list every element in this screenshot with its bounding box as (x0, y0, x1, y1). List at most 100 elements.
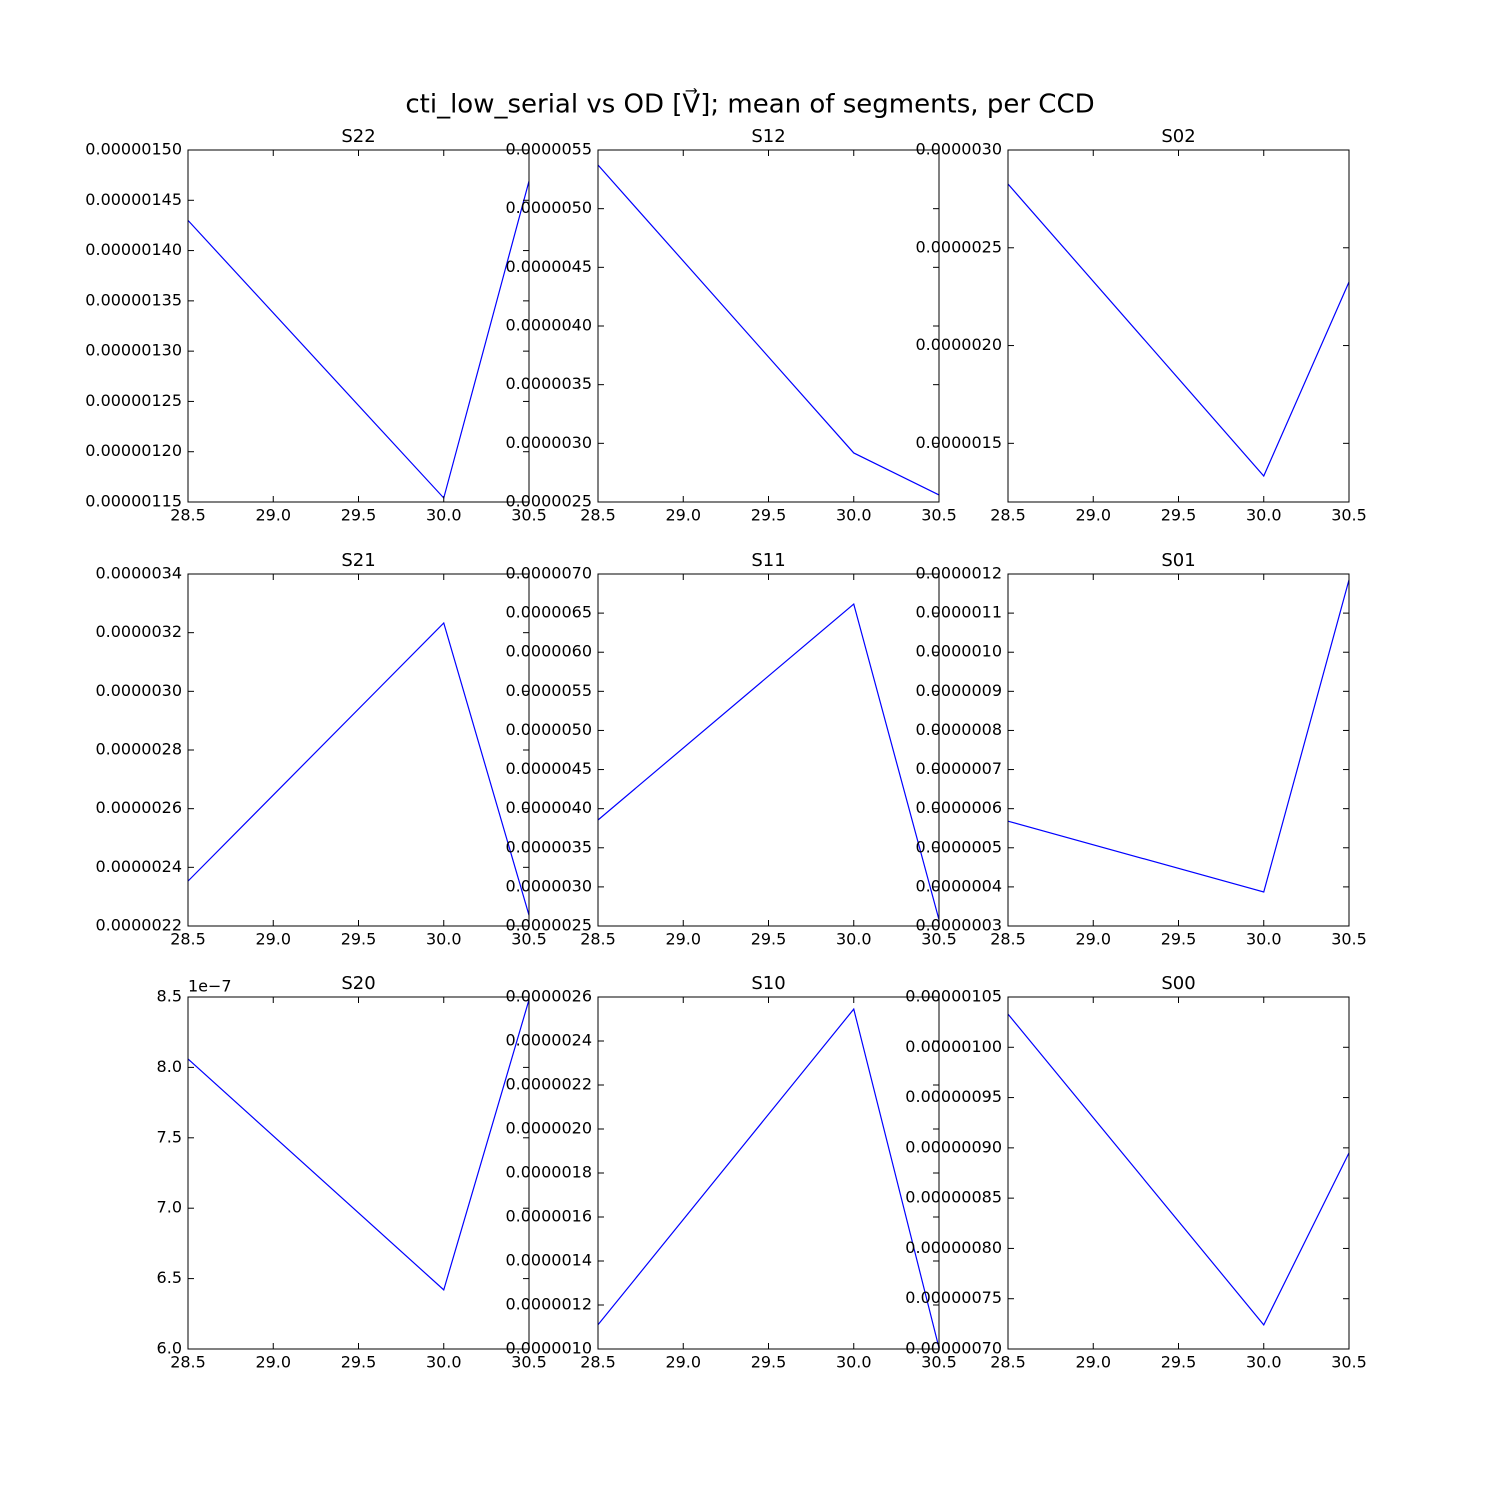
x-tick-label: 29.5 (751, 930, 787, 949)
y-tick-label: 0.0000024 (505, 1031, 592, 1050)
data-line (597, 1007, 940, 1349)
x-tick-label: 29.0 (1075, 930, 1111, 949)
subplot-title: S01 (1161, 550, 1195, 571)
y-tick-label: 0.0000020 (915, 335, 1002, 354)
data-line (187, 999, 530, 1291)
subplot-title: S02 (1161, 126, 1195, 147)
y-tick-label: 0.0000030 (505, 876, 592, 895)
y-tick-label: 0.00000130 (85, 341, 182, 360)
y-tick-label: 0.0000045 (505, 759, 592, 778)
x-tick-label: 29.5 (1161, 506, 1197, 525)
figure-title: cti_low_serial vs OD [V⃗]; mean of segme… (405, 88, 1094, 120)
y-tick-label: 0.0000010 (505, 1339, 592, 1358)
y-tick-label: 0.0000065 (505, 603, 592, 622)
data-line (187, 621, 530, 916)
y-tick-label: 0.00000115 (85, 492, 182, 511)
x-tick-label: 28.5 (990, 506, 1026, 525)
y-tick-label: 0.0000016 (505, 1207, 592, 1226)
subplot-title: S00 (1161, 973, 1195, 994)
y-tick-label: 0.0000012 (505, 1295, 592, 1314)
x-tick-label: 30.0 (836, 1353, 872, 1372)
subplot-title: S21 (341, 550, 375, 571)
x-tick-label: 28.5 (170, 930, 206, 949)
y-tick-label: 0.0000030 (95, 681, 182, 700)
x-tick-label: 30.5 (511, 506, 547, 525)
data-line (1007, 579, 1350, 893)
y-tick-label: 0.0000022 (95, 916, 182, 935)
x-tick-label: 29.0 (255, 930, 291, 949)
y-tick-label: 7.0 (157, 1198, 182, 1217)
data-line (597, 602, 940, 920)
y-tick-label: 0.00000085 (905, 1188, 1002, 1207)
x-tick-label: 30.0 (426, 930, 462, 949)
x-tick-label: 29.0 (665, 930, 701, 949)
y-tick-label: 0.00000150 (85, 140, 182, 159)
y-tick-label: 0.0000006 (915, 798, 1002, 817)
y-tick-label: 8.0 (157, 1057, 182, 1076)
y-tick-label: 0.0000010 (915, 642, 1002, 661)
plot-area (598, 997, 939, 1349)
x-tick-label: 28.5 (990, 930, 1026, 949)
x-tick-label: 28.5 (170, 1353, 206, 1372)
y-tick-label: 0.0000060 (505, 642, 592, 661)
plot-area (188, 150, 529, 502)
x-tick-label: 29.5 (341, 1353, 377, 1372)
x-tick-label: 29.0 (665, 506, 701, 525)
x-tick-label: 29.0 (1075, 1353, 1111, 1372)
y-tick-label: 0.0000018 (505, 1163, 592, 1182)
x-tick-label: 30.5 (1331, 506, 1367, 525)
x-tick-label: 29.5 (341, 930, 377, 949)
x-tick-label: 29.5 (751, 1353, 787, 1372)
x-tick-label: 30.5 (921, 506, 957, 525)
y-tick-label: 0.0000025 (505, 916, 592, 935)
y-tick-label: 0.0000070 (505, 564, 592, 583)
x-tick-label: 30.5 (1331, 1353, 1367, 1372)
x-tick-label: 30.0 (426, 1353, 462, 1372)
y-tick-label: 0.0000025 (505, 492, 592, 511)
plot-area (1008, 150, 1349, 502)
y-tick-label: 0.0000009 (915, 681, 1002, 700)
y-tick-label: 0.0000040 (505, 798, 592, 817)
y-tick-label: 0.0000015 (915, 433, 1002, 452)
x-tick-label: 30.0 (836, 506, 872, 525)
x-tick-label: 29.5 (751, 506, 787, 525)
y-tick-label: 0.00000140 (85, 240, 182, 259)
y-tick-label: 0.00000100 (905, 1037, 1002, 1056)
x-tick-label: 28.5 (580, 930, 616, 949)
y-tick-label: 0.00000070 (905, 1339, 1002, 1358)
y-tick-label: 0.0000030 (505, 433, 592, 452)
y-tick-label: 0.0000035 (505, 837, 592, 856)
y-tick-label: 0.0000050 (505, 720, 592, 739)
subplot-title: S12 (751, 126, 785, 147)
x-tick-label: 30.0 (1246, 930, 1282, 949)
plot-area (188, 574, 529, 926)
x-tick-label: 29.0 (255, 506, 291, 525)
y-tick-label: 0.0000050 (505, 198, 592, 217)
subplot-title: S22 (341, 126, 375, 147)
y-tick-label: 8.5 (157, 987, 182, 1006)
x-tick-label: 28.5 (170, 506, 206, 525)
y-tick-label: 0.0000026 (95, 798, 182, 817)
plot-area (598, 574, 939, 926)
x-tick-label: 30.5 (511, 1353, 547, 1372)
y-tick-label: 0.00000135 (85, 290, 182, 309)
y-tick-label: 0.0000045 (505, 257, 592, 276)
x-tick-label: 30.5 (921, 930, 957, 949)
y-tick-label: 0.0000030 (915, 140, 1002, 159)
y-tick-label: 0.0000026 (505, 987, 592, 1006)
y-tick-label: 0.00000125 (85, 391, 182, 410)
x-tick-label: 29.5 (1161, 1353, 1197, 1372)
plot-area (188, 997, 529, 1349)
y-tick-label: 0.0000011 (915, 603, 1002, 622)
x-tick-label: 28.5 (580, 506, 616, 525)
y-tick-label: 6.5 (157, 1268, 182, 1287)
y-tick-label: 0.0000055 (505, 681, 592, 700)
y-tick-label: 0.0000005 (915, 837, 1002, 856)
x-tick-label: 29.5 (341, 506, 377, 525)
y-tick-label: 0.0000028 (95, 740, 182, 759)
x-tick-label: 30.0 (1246, 506, 1282, 525)
data-line (597, 164, 940, 496)
y-tick-label: 0.0000022 (505, 1075, 592, 1094)
